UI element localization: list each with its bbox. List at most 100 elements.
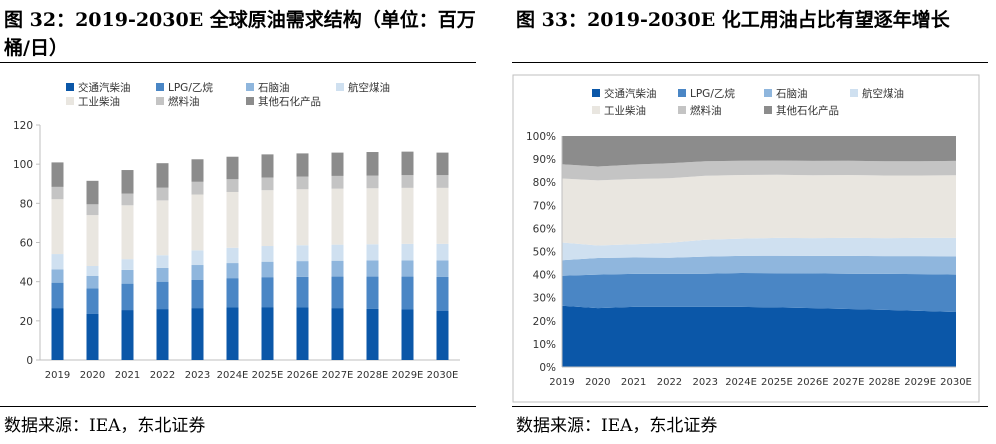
bar-2021-seg-4 — [121, 205, 134, 260]
bar-2019-seg-1 — [51, 282, 64, 309]
bar-2020-seg-1 — [86, 288, 99, 314]
left-figure-label: 图 32： — [4, 9, 76, 31]
area-legend-swatch-6 — [764, 106, 772, 114]
bar-2023-seg-1 — [191, 279, 204, 309]
area-x-tick-label-10: 2029E — [904, 377, 936, 388]
area-legend-swatch-0 — [592, 89, 600, 97]
bar-2028e-seg-6 — [366, 152, 379, 176]
bar-x-tick-label-0: 2019 — [45, 370, 70, 381]
bar-2025e-seg-4 — [261, 190, 274, 247]
bar-2028e-seg-5 — [366, 175, 379, 189]
bar-x-tick-label-9: 2028E — [357, 370, 389, 381]
bar-2021-seg-3 — [121, 259, 134, 270]
area-x-tick-label-0: 2019 — [549, 377, 574, 388]
bar-2019-seg-4 — [51, 199, 64, 255]
area-series-4 — [562, 174, 956, 246]
bar-2022-seg-6 — [156, 163, 169, 188]
left-source-rule — [0, 406, 476, 407]
bar-x-tick-label-8: 2027E — [322, 370, 354, 381]
bar-2022-seg-1 — [156, 281, 169, 310]
bar-2026e-seg-4 — [296, 189, 309, 246]
area-y-tick-label-4: 40% — [533, 270, 556, 282]
bar-2023-seg-3 — [191, 250, 204, 266]
bar-2029e-seg-3 — [401, 243, 414, 261]
bar-legend-swatch-6 — [246, 97, 254, 105]
bar-2021-seg-2 — [121, 269, 134, 284]
area-x-tick-label-6: 2025E — [761, 377, 793, 388]
area-legend-swatch-3 — [850, 89, 858, 97]
bar-2020-seg-6 — [86, 180, 99, 205]
left-figure-title-text: 2019-2030E 全球原油需求结构（单位：百万桶/日） — [4, 9, 476, 59]
bar-2030e-seg-3 — [436, 243, 449, 261]
area-y-tick-label-9: 90% — [533, 154, 556, 166]
bar-x-tick-label-4: 2023 — [185, 370, 210, 381]
right-figure-title-text: 2019-2030E 化工用油占比有望逐年增长 — [587, 9, 950, 31]
bar-2027e-seg-3 — [331, 244, 344, 261]
bar-2027e-seg-0 — [331, 308, 344, 360]
bar-2029e-seg-4 — [401, 187, 414, 244]
area-x-tick-label-2: 2021 — [621, 377, 646, 388]
bar-legend-label-3: 航空煤油 — [348, 81, 390, 94]
area-legend-swatch-2 — [764, 89, 772, 97]
bar-2027e-seg-6 — [331, 152, 344, 176]
area-y-tick-label-5: 50% — [533, 247, 556, 259]
area-series-3 — [562, 237, 956, 261]
bar-x-tick-label-6: 2025E — [252, 370, 284, 381]
bar-legend-label-1: LPG/乙烷 — [168, 81, 213, 94]
bar-2025e-seg-2 — [261, 261, 274, 278]
bar-y-tick-label-1: 20 — [20, 316, 33, 328]
area-legend-label-6: 其他石化产品 — [776, 104, 839, 117]
bar-2019-seg-3 — [51, 254, 64, 270]
bar-2019-seg-6 — [51, 162, 64, 187]
area-legend-swatch-4 — [592, 106, 600, 114]
bar-legend-label-5: 燃料油 — [168, 95, 200, 108]
area-legend-label-4: 工业柴油 — [604, 104, 646, 117]
bar-2022-seg-4 — [156, 200, 169, 256]
bar-2030e-seg-0 — [436, 310, 449, 360]
bar-2027e-seg-2 — [331, 260, 344, 277]
area-legend-swatch-1 — [678, 89, 686, 97]
bar-2025e-seg-5 — [261, 177, 274, 191]
bar-legend-swatch-5 — [156, 97, 164, 105]
area-y-tick-label-6: 60% — [533, 223, 556, 235]
bar-2023-seg-4 — [191, 194, 204, 251]
bar-legend-label-6: 其他石化产品 — [258, 95, 321, 108]
area-x-tick-label-3: 2022 — [657, 377, 682, 388]
bar-y-tick-label-0: 0 — [26, 355, 33, 367]
area-series-2 — [562, 255, 956, 276]
area-y-tick-label-8: 80% — [533, 177, 556, 189]
bar-y-tick-label-3: 60 — [20, 238, 33, 250]
area-series-0 — [562, 305, 956, 367]
bar-legend-label-0: 交通汽柴油 — [78, 81, 131, 94]
bar-x-tick-label-1: 2020 — [80, 370, 105, 381]
bar-2020-seg-3 — [86, 266, 99, 276]
bar-2030e-seg-6 — [436, 152, 449, 176]
bar-2026e-seg-0 — [296, 307, 309, 360]
bar-x-tick-label-3: 2022 — [150, 370, 175, 381]
bar-2027e-seg-5 — [331, 175, 344, 189]
bar-2029e-seg-1 — [401, 276, 414, 310]
bar-2023-seg-0 — [191, 308, 204, 360]
area-series-1 — [562, 273, 956, 312]
bar-2022-seg-3 — [156, 255, 169, 268]
bar-2023-seg-2 — [191, 265, 204, 280]
area-y-tick-label-2: 20% — [533, 316, 556, 328]
area-y-tick-label-10: 100% — [526, 131, 556, 143]
bar-legend-swatch-4 — [66, 97, 74, 105]
area-x-tick-label-5: 2024E — [725, 377, 757, 388]
bar-2021-seg-1 — [121, 283, 134, 311]
bar-2022-seg-2 — [156, 267, 169, 282]
area-legend-label-3: 航空煤油 — [862, 87, 904, 100]
bar-y-tick-label-5: 100 — [13, 159, 33, 171]
bar-2030e-seg-1 — [436, 276, 449, 311]
bar-2028e-seg-2 — [366, 260, 379, 277]
left-figure-title: 图 32：2019-2030E 全球原油需求结构（单位：百万桶/日） — [4, 6, 480, 62]
bar-2023-seg-6 — [191, 159, 204, 182]
bar-2020-seg-0 — [86, 313, 99, 360]
bar-y-tick-label-4: 80 — [20, 198, 33, 210]
bar-2030e-seg-2 — [436, 260, 449, 277]
bar-2022-seg-0 — [156, 309, 169, 360]
area-legend-label-1: LPG/乙烷 — [690, 87, 735, 100]
bar-2029e-seg-2 — [401, 260, 414, 277]
